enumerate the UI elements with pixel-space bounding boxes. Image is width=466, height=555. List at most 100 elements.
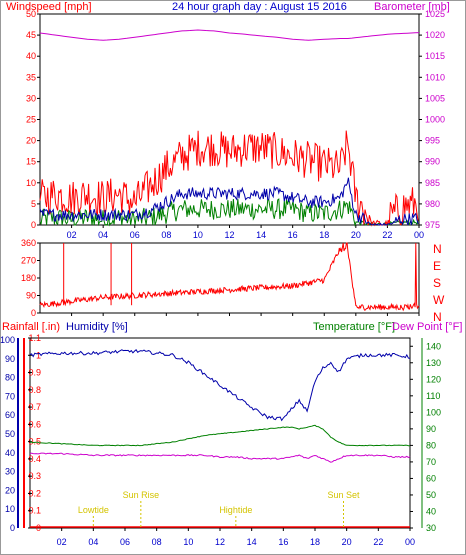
- humidity-tick-label: 80: [5, 373, 15, 383]
- wind-tick-label: 5: [31, 199, 36, 209]
- humidity-tick-label: 20: [5, 485, 15, 495]
- rain-tick-label: 0.9: [28, 368, 41, 378]
- direction-tick-label: 270: [21, 256, 36, 266]
- x-tick-label-bottom: 18: [310, 537, 320, 547]
- temp-tick-label: 90: [426, 424, 436, 434]
- temperature-axis-label: Temperature [°F]: [313, 321, 395, 333]
- dewpoint-axis-label: Dew Point [°F]: [392, 321, 462, 333]
- barometer-tick-label: 1025: [425, 9, 445, 19]
- dewpoint-line: [29, 452, 411, 463]
- barometer-tick-label: 1005: [425, 93, 445, 103]
- rain-tick-label: 0.4: [28, 454, 41, 464]
- sun-event-label: Hightide: [219, 505, 252, 515]
- sun-event-label: Lowtide: [78, 505, 109, 515]
- humidity-line: [29, 349, 411, 422]
- temperature-line: [30, 424, 410, 447]
- x-tick-label-bottom: 20: [342, 537, 352, 547]
- humidity-tick-label: 70: [5, 391, 15, 401]
- humidity-tick-label: 30: [5, 467, 15, 477]
- x-tick-label-bottom: 12: [215, 537, 225, 547]
- compass-label: E: [433, 259, 441, 273]
- barometer-tick-label: 990: [425, 157, 440, 167]
- rain-tick-label: 0.2: [28, 488, 41, 498]
- barometer-tick-label: 1020: [425, 30, 445, 40]
- x-tick-label: 02: [67, 230, 77, 240]
- compass-label: W: [433, 293, 445, 307]
- rainfall-axis-label: Rainfall [.in): [2, 321, 60, 333]
- wind-tick-label: 50: [26, 9, 36, 19]
- wind-average-line: [39, 177, 419, 226]
- humidity-tick-label: 60: [5, 410, 15, 420]
- direction-tick-label: 90: [26, 291, 36, 301]
- barometer-line: [39, 29, 420, 41]
- rain-tick-label: 1: [36, 350, 41, 360]
- temp-tick-label: 30: [426, 523, 436, 533]
- temp-tick-label: 70: [426, 457, 436, 467]
- x-tick-label: 18: [319, 230, 329, 240]
- rain-tick-label: 0.5: [28, 437, 41, 447]
- rain-tick-label: 0.8: [28, 385, 41, 395]
- humidity-axis-label: Humidity [%]: [66, 321, 128, 333]
- rain-tick-label: 0.7: [28, 402, 41, 412]
- wind-tick-label: 40: [26, 51, 36, 61]
- wind-tick-label: 20: [26, 136, 36, 146]
- wind-direction-line: [39, 242, 420, 312]
- wind-tick-label: 30: [26, 93, 36, 103]
- graph-title: 24 hour graph day : August 15 2016: [172, 1, 347, 13]
- rain-tick-label: 0.1: [28, 506, 41, 516]
- x-tick-label-bottom: 04: [88, 537, 98, 547]
- x-tick-label: 22: [382, 230, 392, 240]
- wind-tick-label: 45: [26, 30, 36, 40]
- wind-tick-label: 25: [26, 115, 36, 125]
- x-tick-label-bottom: 10: [183, 537, 193, 547]
- barometer-tick-label: 995: [425, 136, 440, 146]
- x-tick-label: 12: [224, 230, 234, 240]
- rain-tick-label: 0.3: [28, 471, 41, 481]
- wind-gust-line: [39, 130, 419, 227]
- direction-tick-label: 180: [21, 273, 36, 283]
- temp-tick-label: 140: [426, 341, 441, 351]
- humidity-tick-label: 100: [0, 335, 15, 345]
- direction-tick-label: 0: [31, 308, 36, 318]
- temp-tick-label: 120: [426, 374, 441, 384]
- temp-tick-label: 110: [426, 391, 440, 401]
- barometer-tick-label: 1015: [425, 51, 445, 61]
- x-tick-label: 14: [256, 230, 266, 240]
- x-tick-label: 08: [161, 230, 171, 240]
- x-tick-label: 06: [130, 230, 140, 240]
- temp-tick-label: 50: [426, 490, 436, 500]
- data-group: Lowtide Sun Rise Hightide Sun Set: [29, 29, 420, 528]
- humidity-tick-label: 0: [10, 523, 15, 533]
- wind-minimum-line: [39, 198, 419, 227]
- compass-label: N: [433, 242, 442, 256]
- temp-tick-label: 60: [426, 473, 436, 483]
- x-tick-label: 20: [351, 230, 361, 240]
- x-tick-label: 10: [193, 230, 203, 240]
- rain-tick-label: 0: [36, 523, 41, 533]
- sun-event-label: Sun Set: [327, 490, 360, 500]
- humidity-tick-label: 10: [5, 504, 15, 514]
- wind-tick-label: 15: [26, 157, 36, 167]
- x-tick-label-bottom: 06: [120, 537, 130, 547]
- x-tick-label-bottom: 00: [405, 537, 415, 547]
- x-tick-label-bottom: 08: [152, 537, 162, 547]
- wind-axis-label: Windspeed [mph]: [6, 1, 92, 13]
- humidity-tick-label: 90: [5, 354, 15, 364]
- temp-tick-label: 40: [426, 506, 436, 516]
- barometer-tick-label: 1000: [425, 115, 445, 125]
- humidity-tick-label: 40: [5, 448, 15, 458]
- barometer-axis-label: Barometer [mb]: [374, 1, 450, 13]
- barometer-tick-label: 975: [425, 220, 440, 230]
- x-tick-label: 04: [98, 230, 108, 240]
- wind-tick-label: 0: [31, 220, 36, 230]
- temp-tick-label: 100: [426, 407, 441, 417]
- humidity-tick-label: 50: [5, 429, 15, 439]
- wind-tick-label: 35: [26, 72, 36, 82]
- x-tick-label: 16: [288, 230, 298, 240]
- sun-event-label: Sun Rise: [123, 490, 160, 500]
- tick-group: 0510152025303540455097598098599099510001…: [0, 9, 445, 547]
- direction-tick-label: 360: [21, 238, 36, 248]
